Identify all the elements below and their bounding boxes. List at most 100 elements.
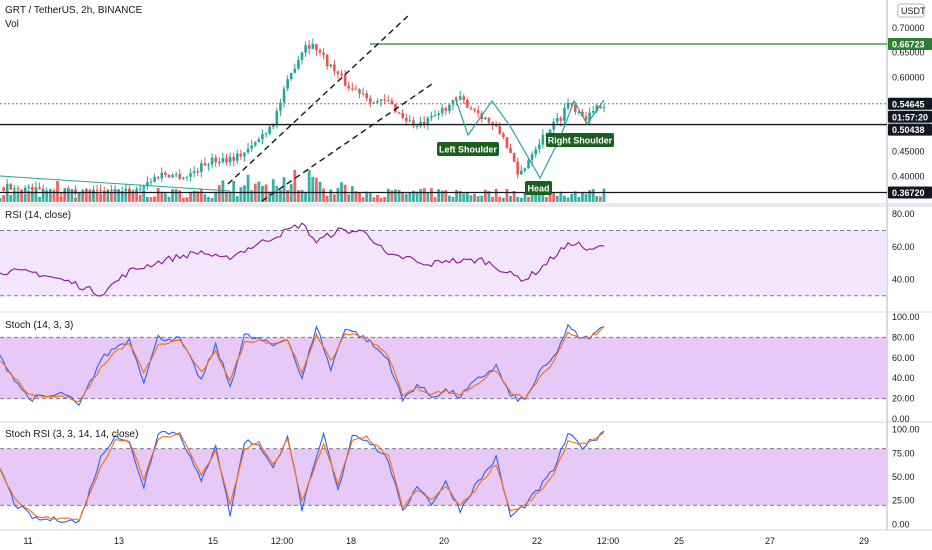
volume-bar xyxy=(419,189,423,202)
volume-bar xyxy=(52,194,56,202)
volume-bar xyxy=(178,190,182,202)
volume-bar xyxy=(426,193,430,202)
candle-body xyxy=(257,139,261,143)
volume-bar xyxy=(350,186,354,202)
candle-body xyxy=(584,116,588,121)
volume-bar xyxy=(581,192,584,202)
candle-body xyxy=(516,161,520,175)
price-tag-bg xyxy=(888,97,932,110)
channel-upper-line[interactable] xyxy=(227,13,411,185)
volume-bar xyxy=(70,190,74,202)
currency-badge[interactable] xyxy=(897,3,925,18)
chart-frame xyxy=(0,0,932,531)
candle-body xyxy=(200,163,203,172)
rsi-panel[interactable]: 80.00 60.00 40.00 xyxy=(0,209,915,297)
head-label: Head xyxy=(527,184,549,194)
volume-bar xyxy=(372,197,376,202)
volume-bar xyxy=(433,197,437,202)
volume-bar xyxy=(473,193,476,202)
right-shoulder-label: Right Shoulder xyxy=(548,136,613,146)
volume-bar xyxy=(214,191,218,202)
candle-body xyxy=(390,100,394,105)
candle-body xyxy=(340,73,343,75)
volume-bar xyxy=(27,191,31,202)
volume-bar xyxy=(2,195,5,202)
volume-bar xyxy=(566,197,570,202)
osc-tick-label: 50.00 xyxy=(892,472,915,482)
level-lines[interactable] xyxy=(0,43,887,194)
price-tag-bg xyxy=(888,186,932,199)
volume-bar xyxy=(74,197,77,202)
volume-bar xyxy=(559,191,563,202)
volume-bar xyxy=(534,192,538,202)
candle-body xyxy=(167,175,171,178)
candle-body xyxy=(63,188,67,195)
volume-bar xyxy=(156,188,160,202)
candle-body xyxy=(311,44,315,49)
price-tick-label: 0.40000 xyxy=(892,171,925,181)
volume-bar xyxy=(185,197,189,202)
volume-bar xyxy=(286,189,290,202)
volume-bar xyxy=(95,192,99,202)
volume-bar xyxy=(20,189,23,202)
volume-bar xyxy=(210,197,214,202)
candle-body xyxy=(138,188,142,190)
time-axis[interactable]: 11 13 15 12:00 18 20 22 12:00 25 27 29 xyxy=(23,536,869,546)
candle-body xyxy=(153,177,156,182)
volume-bar xyxy=(444,190,448,202)
volume-bar xyxy=(304,191,307,202)
stochrsi-title: Stoch RSI (3, 3, 14, 14, close) xyxy=(5,429,138,440)
candle-body xyxy=(300,52,304,60)
volume-bar xyxy=(325,195,329,202)
price-tag-bg xyxy=(888,123,932,136)
candle-body xyxy=(537,144,541,150)
candle-body xyxy=(307,45,311,49)
volume-bar xyxy=(9,194,13,202)
candle-body xyxy=(591,110,595,113)
volume-bar xyxy=(232,180,236,202)
volume-bar xyxy=(548,191,552,202)
candle-body xyxy=(322,52,325,55)
trend-line[interactable] xyxy=(0,175,231,192)
candle-body xyxy=(404,117,408,122)
drawings[interactable] xyxy=(0,13,605,202)
volume-bar xyxy=(458,190,462,202)
price-axis[interactable]: 0.700000.650000.600000.550000.500000.450… xyxy=(888,23,932,199)
volume-bar xyxy=(570,193,574,202)
volume-bar xyxy=(38,196,41,202)
candle-body xyxy=(502,133,505,138)
volume-bar xyxy=(465,192,469,202)
candle-body xyxy=(160,172,164,179)
volume-bar xyxy=(401,192,405,202)
channel-lower-line[interactable] xyxy=(261,83,433,202)
price-tag: 01:57:20 xyxy=(892,112,928,122)
candle-body xyxy=(458,96,462,101)
osc-tick-label: 60.00 xyxy=(892,353,915,363)
volume-bar xyxy=(23,194,27,202)
volume-bar xyxy=(599,196,602,202)
candle-body xyxy=(552,121,555,130)
volume-bar xyxy=(437,189,441,202)
volume-bar xyxy=(41,188,45,202)
stoch-panel[interactable]: 100.00 80.00 60.00 40.00 20.00 0.00 xyxy=(0,312,920,424)
volume-bar xyxy=(408,193,412,202)
candle-body xyxy=(588,112,591,121)
price-panel[interactable]: Left Shoulder Head Right Shoulder xyxy=(0,13,887,202)
price-tick-label: 0.45000 xyxy=(892,147,925,157)
candle-body xyxy=(484,117,487,120)
head-label-bg xyxy=(525,181,552,195)
candle-body xyxy=(74,189,77,195)
volume-bar xyxy=(448,195,451,202)
candle-body xyxy=(473,108,476,111)
candle-body xyxy=(218,162,221,164)
stochrsi-panel[interactable]: 100.00 75.00 50.00 25.00 0.00 xyxy=(0,425,920,530)
head-shoulders-outline[interactable] xyxy=(454,96,605,180)
candle-body xyxy=(264,133,268,135)
left-shoulder-label: Left Shoulder xyxy=(439,145,497,155)
candle-body xyxy=(466,99,469,108)
candle-body xyxy=(135,188,138,193)
price-tick-label: 0.70000 xyxy=(892,23,925,33)
volume-bar xyxy=(469,195,473,202)
volume-bar xyxy=(149,197,153,202)
